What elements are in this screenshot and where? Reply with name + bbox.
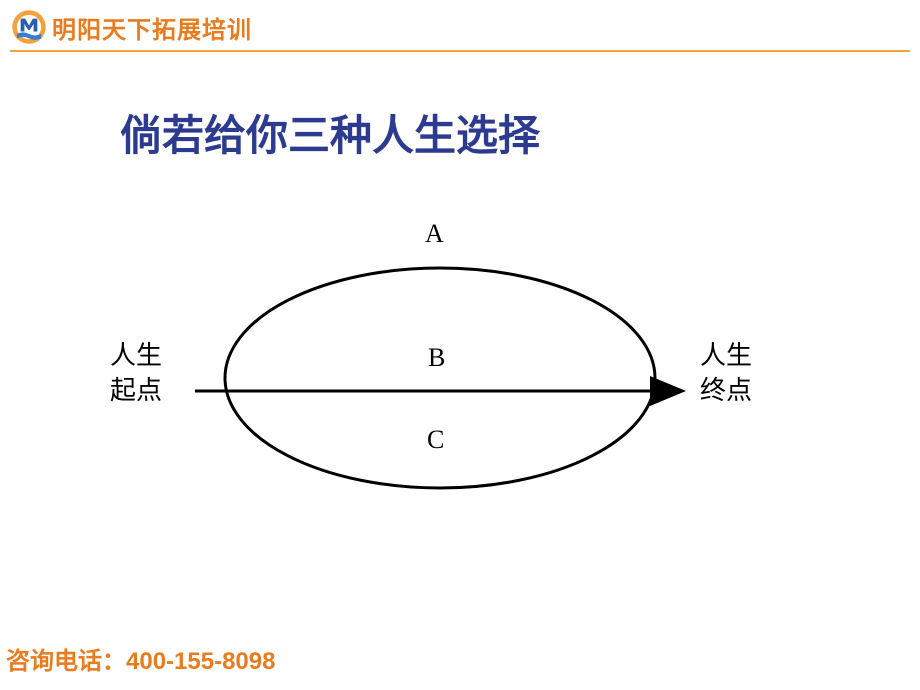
life-choice-diagram: A B C 人生 起点 人生 终点 (0, 193, 920, 553)
label-end: 人生 终点 (700, 338, 752, 408)
label-start: 人生 起点 (110, 338, 162, 408)
brand-text: 明阳天下拓展培训 (52, 10, 252, 45)
ellipse-path (225, 268, 655, 488)
label-start-line2: 起点 (110, 376, 162, 405)
footer-phone: 咨询电话：400-155-8098 (6, 641, 275, 676)
label-a: A (425, 219, 444, 249)
label-b: B (428, 343, 445, 373)
brand-logo-icon (10, 8, 48, 46)
header: 明阳天下拓展培训 (0, 0, 920, 50)
label-c: C (427, 425, 444, 455)
label-start-line1: 人生 (110, 341, 162, 370)
header-rule (10, 50, 910, 52)
label-end-line1: 人生 (700, 341, 752, 370)
label-end-line2: 终点 (700, 376, 752, 405)
slide-title: 倘若给你三种人生选择 (120, 102, 920, 163)
